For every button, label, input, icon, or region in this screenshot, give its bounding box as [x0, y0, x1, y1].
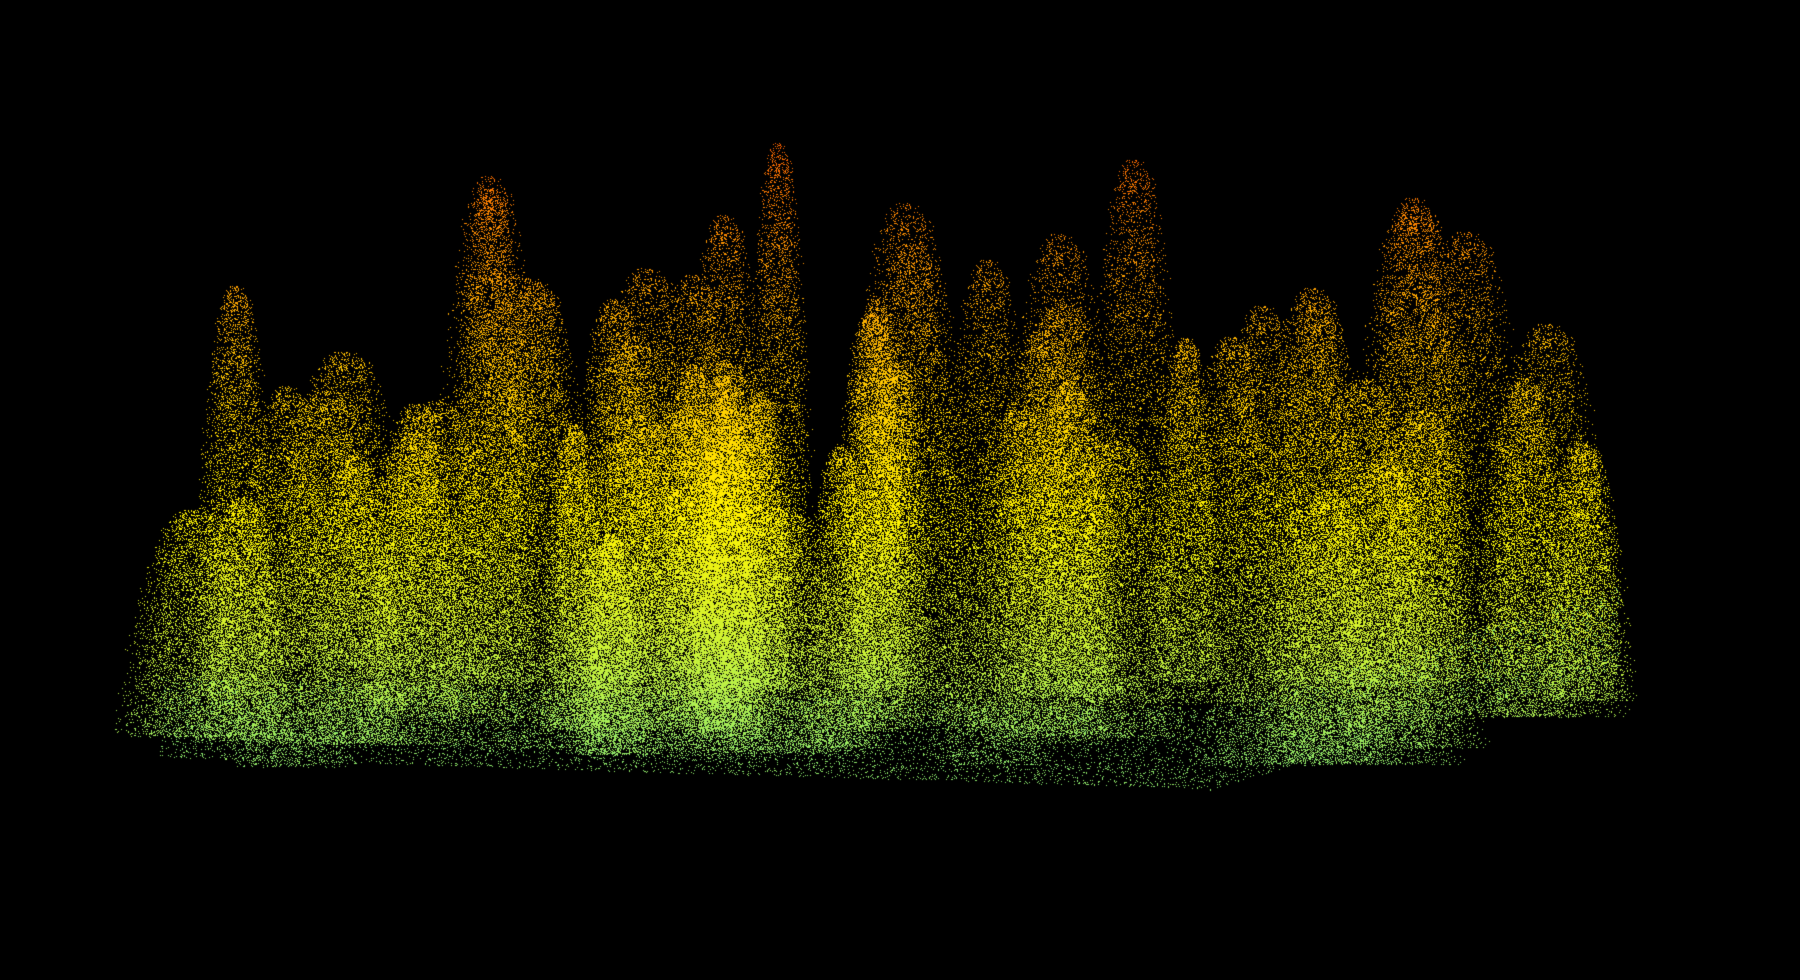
lidar-point-cloud-canvas[interactable] — [0, 0, 1800, 980]
point-cloud-viewport[interactable] — [0, 0, 1800, 980]
